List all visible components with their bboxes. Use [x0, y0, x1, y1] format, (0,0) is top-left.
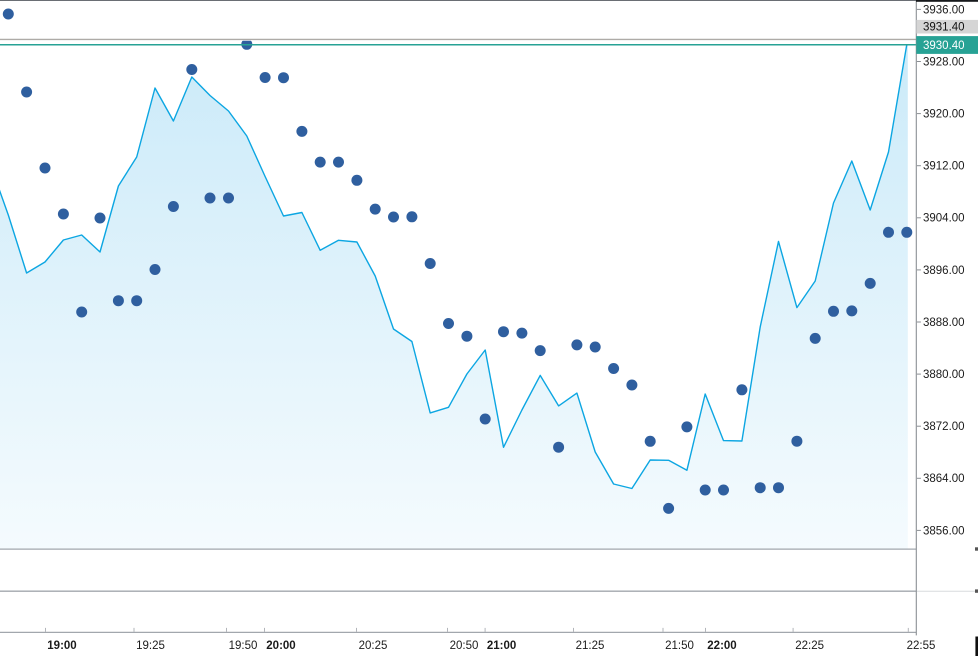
svg-text:20:00: 20:00 — [266, 640, 295, 652]
svg-text:3880.00: 3880.00 — [923, 369, 965, 381]
svg-text:22:25: 22:25 — [795, 640, 824, 652]
svg-text:19:25: 19:25 — [136, 640, 165, 652]
svg-text:22:55: 22:55 — [907, 640, 936, 652]
svg-text:3928.00: 3928.00 — [923, 56, 965, 68]
svg-text:20:50: 20:50 — [450, 640, 479, 652]
svg-text:3864.00: 3864.00 — [923, 473, 965, 485]
svg-text:19:00: 19:00 — [47, 640, 76, 652]
svg-text:3888.00: 3888.00 — [923, 317, 965, 329]
svg-text:3872.00: 3872.00 — [923, 421, 965, 433]
svg-text:21:25: 21:25 — [576, 640, 605, 652]
svg-text:20:25: 20:25 — [359, 640, 388, 652]
svg-text:22:00: 22:00 — [707, 640, 736, 652]
svg-text:3936.00: 3936.00 — [923, 4, 965, 16]
svg-text:3912.00: 3912.00 — [923, 161, 965, 173]
svg-text:3930.40: 3930.40 — [923, 40, 965, 52]
svg-text:3896.00: 3896.00 — [923, 265, 965, 277]
svg-text:3904.00: 3904.00 — [923, 213, 965, 225]
svg-text:3920.00: 3920.00 — [923, 109, 965, 121]
svg-text:19:50: 19:50 — [229, 640, 258, 652]
svg-text:3931.40: 3931.40 — [923, 22, 965, 34]
svg-text:21:00: 21:00 — [487, 640, 516, 652]
svg-text:21:50: 21:50 — [665, 640, 694, 652]
svg-text:3856.00: 3856.00 — [923, 525, 965, 537]
